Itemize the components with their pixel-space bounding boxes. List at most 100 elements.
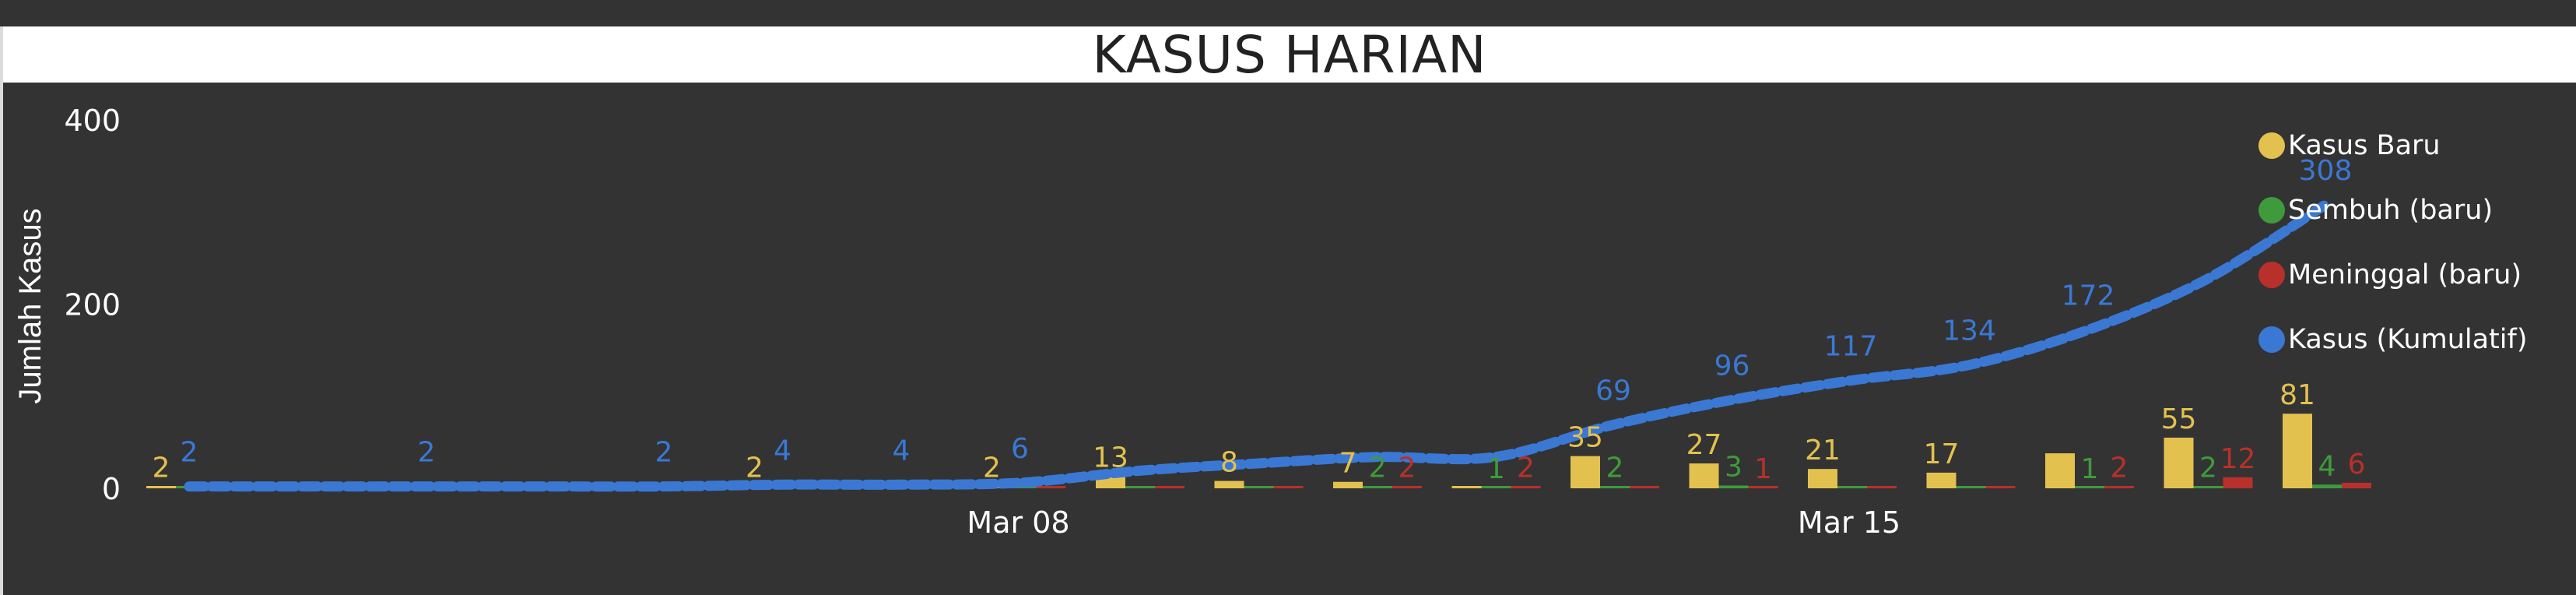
data-label-kasus-baru: 35 [1567,422,1603,454]
bar-sembuh-baru- [1600,486,1630,488]
data-label-kasus-baru: 81 [2279,379,2315,411]
title-bar: KASUS HARIAN [3,24,2576,85]
data-label-kasus-baru: 21 [1805,435,1841,466]
data-label-sembuh-baru-: 2 [1606,452,1624,484]
bar-sembuh-baru- [1244,486,1274,488]
bar-sembuh-baru- [1718,485,1749,488]
bar-kasus-baru [1926,472,1957,488]
data-label-sembuh-baru-: 4 [2318,450,2336,482]
data-label-meninggal-baru-: 6 [2348,449,2366,481]
data-label-kasus-baru: 55 [2161,403,2197,435]
data-label-meninggal-baru-: 12 [2220,443,2256,475]
bar-meninggal-baru- [1036,486,1066,488]
bar-kasus-baru [1451,486,1482,488]
data-label-cumulative: 4 [893,435,911,466]
data-label-sembuh-baru-: 1 [1487,453,1505,485]
data-label-cumulative: 172 [2062,280,2115,312]
bar-sembuh-baru- [2075,486,2104,488]
line-layer [184,199,2331,492]
chart-left-border [0,26,3,595]
bar-kasus-baru [146,486,176,488]
data-label-cumulative: 4 [774,435,791,466]
data-label-cumulative: 308 [2299,155,2353,187]
data-label-sembuh-baru-: 3 [1725,451,1742,483]
bar-sembuh-baru- [1837,486,1867,488]
data-label-meninggal-baru-: 2 [1517,452,1535,484]
legend-label: Kasus Baru [2288,129,2441,161]
bar-meninggal-baru- [1392,486,1422,488]
data-label-cumulative: 2 [181,437,198,469]
data-label-cumulative: 2 [655,437,673,469]
bar-sembuh-baru- [2312,484,2342,488]
bar-meninggal-baru- [2223,477,2253,488]
data-label-cumulative: 6 [1011,433,1029,465]
chart-title: KASUS HARIAN [1092,24,1487,85]
legend-swatch [2258,261,2285,288]
bar-meninggal-baru- [1748,486,1778,488]
data-label-kasus-baru: 13 [1093,442,1128,474]
legend-item: Kasus Baru [2258,113,2527,178]
legend-swatch [2258,132,2285,159]
bar-meninggal-baru- [1630,486,1659,488]
bar-kasus-baru [1333,481,1363,488]
data-label-cumulative: 96 [1714,350,1750,382]
bar-kasus-baru [1689,463,1719,488]
x-tick-label: Mar 08 [967,505,1069,540]
bar-kasus-baru [2045,453,2075,488]
bar-kasus-baru [1214,481,1244,488]
bar-kasus-baru [1808,469,1837,488]
bar-sembuh-baru- [2193,486,2223,488]
y-axis-label: Jumlah Kasus [13,208,47,403]
legend-label: Meninggal (baru) [2288,259,2522,290]
legend-label: Kasus (Kumulatif) [2288,323,2528,355]
bar-kasus-baru [2164,437,2194,488]
legend-item: Meninggal (baru) [2258,242,2527,307]
bar-kasus-baru [1571,456,1600,488]
data-label-sembuh-baru-: 2 [1369,452,1387,484]
axis-layer: Jumlah Kasus 0 200 400 Mar 08 Mar 15 [13,104,1900,540]
bar-layer [146,414,2371,488]
data-label-kasus-baru: 2 [153,452,170,484]
bar-meninggal-baru- [1155,486,1184,488]
legend-label: Sembuh (baru) [2288,194,2494,226]
bar-sembuh-baru- [1956,486,1986,488]
data-label-kasus-baru: 17 [1924,438,1960,470]
bar-sembuh-baru- [1006,486,1037,488]
legend-item: Sembuh (baru) [2258,178,2527,242]
legend-swatch [2258,326,2285,353]
y-tick-label: 0 [102,472,121,506]
bar-meninggal-baru- [2104,486,2134,488]
data-label-kasus-baru: 7 [1339,448,1357,480]
bar-meninggal-baru- [1867,486,1897,488]
data-label-meninggal-baru-: 2 [1399,452,1416,484]
data-label-meninggal-baru-: 2 [2111,452,2129,484]
data-label-cumulative: 134 [1943,315,1996,347]
data-label-kasus-baru: 8 [1220,447,1238,479]
bar-sembuh-baru- [1125,486,1155,488]
bar-meninggal-baru- [1985,486,2016,488]
data-label-kasus-baru: 2 [983,452,1001,484]
legend: Kasus Baru Sembuh (baru) Meninggal (baru) K… [2258,113,2527,371]
bar-sembuh-baru- [1363,486,1392,488]
data-label-meninggal-baru-: 1 [1754,453,1772,485]
data-label-cumulative: 69 [1595,375,1631,407]
data-label-sembuh-baru-: 2 [2199,452,2217,484]
data-label-cumulative: 117 [1824,331,1878,363]
legend-item: Kasus (Kumulatif) [2258,307,2527,371]
bar-meninggal-baru- [1273,486,1304,488]
bar-sembuh-baru- [1481,486,1511,488]
y-tick-label: 400 [64,104,121,138]
data-label-sembuh-baru-: 1 [2081,453,2099,485]
cumulative-line [184,199,2331,492]
data-label-kasus-baru: 2 [746,452,763,484]
x-tick-label: Mar 15 [1798,505,1900,540]
bar-meninggal-baru- [2342,482,2371,488]
data-label-cumulative: 2 [418,437,436,469]
data-label-kasus-baru: 27 [1686,429,1722,461]
legend-swatch [2258,196,2285,224]
bar-kasus-baru [2283,414,2312,488]
bar-meninggal-baru- [1511,486,1541,488]
